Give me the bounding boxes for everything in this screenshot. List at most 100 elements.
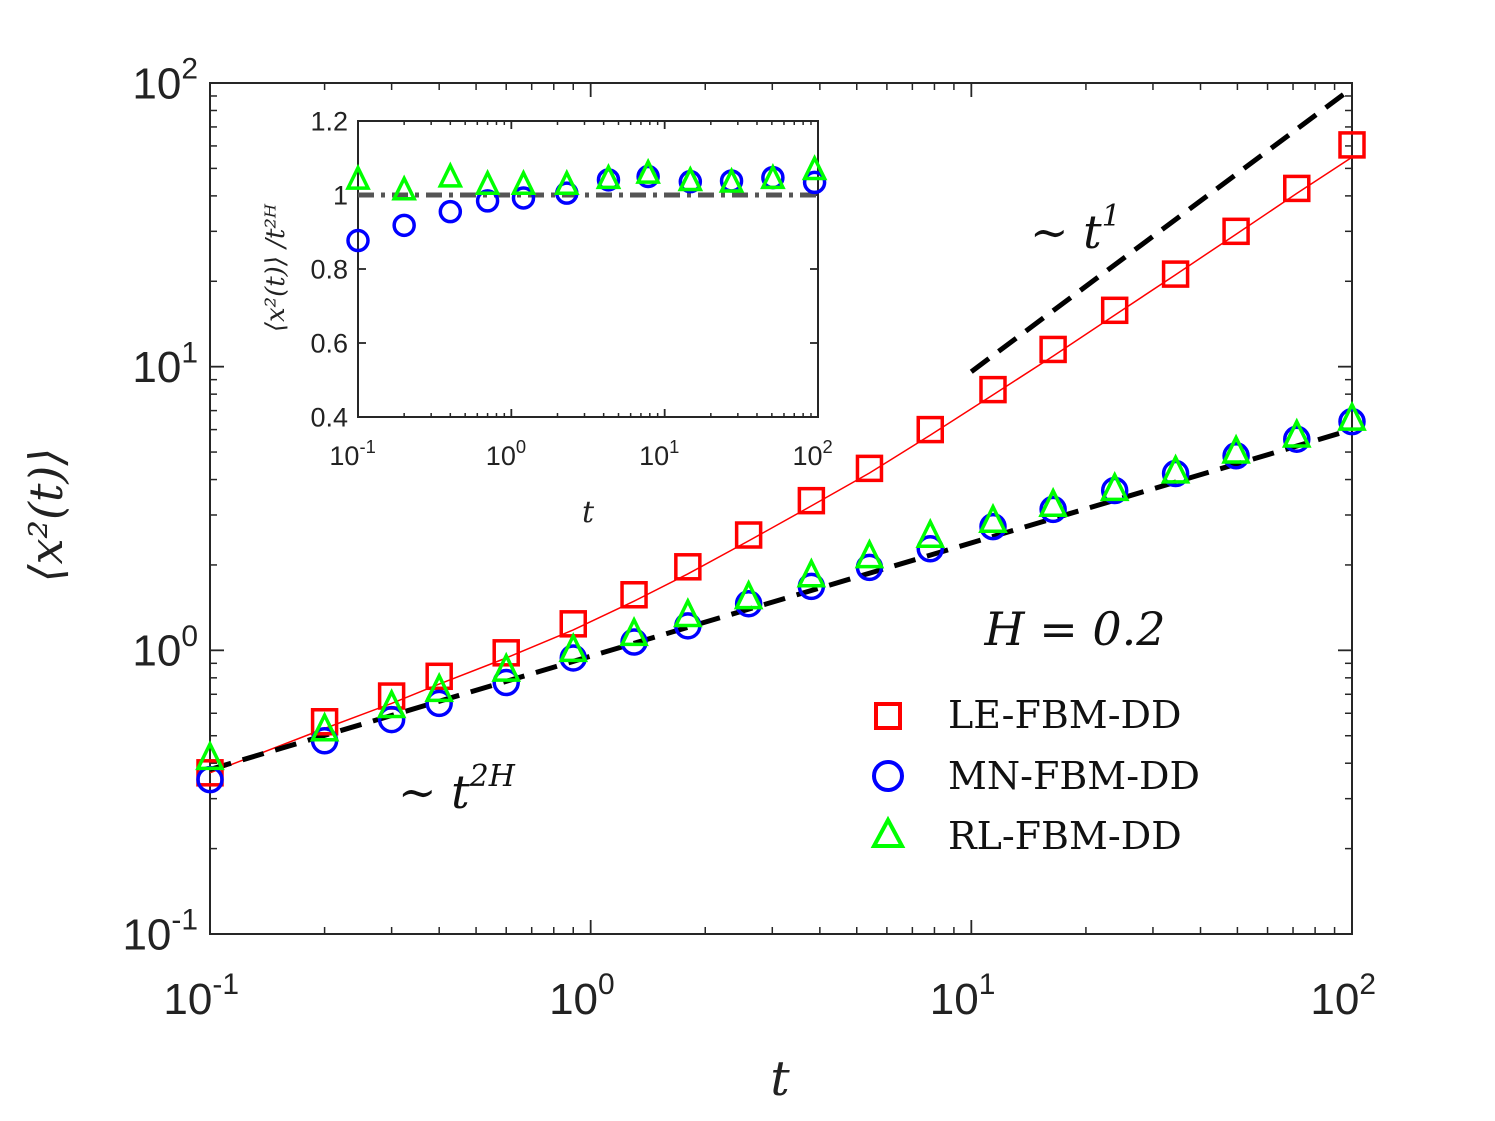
x-tick-label: 100 <box>486 436 526 471</box>
legend-label-rl-fbm-dd: RL-FBM-DD <box>948 814 1182 858</box>
slope-t2h-exponent: 2H <box>469 759 516 794</box>
data-point-triangle <box>195 740 225 771</box>
x-tick-label: 102 <box>1310 968 1376 1024</box>
data-point-circle <box>1222 442 1250 470</box>
inset-plot: 10-1 100 101 102 0.4 0.6 0.8 1 1.2 t ⟨x²(t)⟩ /t²… <box>261 106 833 530</box>
data-point-triangle <box>619 615 649 647</box>
data-point-square <box>1222 217 1250 246</box>
data-point-square <box>797 486 826 515</box>
data-point-circle <box>1039 495 1067 524</box>
data-point-circle <box>492 668 520 697</box>
legend: LE-FBM-DD MN-FBM-DD RL-FBM-DD <box>870 693 1200 858</box>
data-point-square <box>425 662 453 691</box>
y-tick-label: 10-1 <box>122 904 198 960</box>
data-point-square <box>674 553 702 581</box>
y-tick-label: 100 <box>132 620 198 676</box>
y-tick-label: 0.8 <box>310 254 348 284</box>
data-point-square <box>1283 174 1311 203</box>
data-point-square <box>1338 131 1366 159</box>
legend-square-marker <box>874 702 902 730</box>
data-point-circle <box>438 199 463 224</box>
main-lines <box>209 85 1354 774</box>
slope-t2h-annotation: ∼ t2H <box>398 759 516 819</box>
data-point-triangle <box>673 597 703 628</box>
x-tick-label: 101 <box>930 968 996 1024</box>
line-le-fbm-dd-fit <box>209 156 1353 774</box>
y-tick-label: 102 <box>132 53 198 109</box>
data-point-triangle <box>760 163 786 190</box>
data-point-triangle <box>491 651 522 682</box>
x-tick-label: 10-1 <box>163 968 239 1024</box>
data-point-triangle <box>553 168 580 195</box>
data-point-circle <box>1338 407 1366 436</box>
slope-t1-annotation: ∼ t1 <box>1030 199 1121 259</box>
data-point-square <box>196 759 224 787</box>
legend-triangle-marker <box>870 815 906 848</box>
data-point-circle <box>425 689 453 718</box>
main-tick-labels: 10-1 100 101 102 10-1 100 101 102 <box>122 53 1376 1024</box>
data-point-triangle <box>1221 433 1251 464</box>
x-tick-label: 10-1 <box>329 436 375 471</box>
data-point-triangle <box>915 517 946 548</box>
y-tick-label: 101 <box>132 336 198 392</box>
line-slope-1 <box>969 85 1354 374</box>
data-point-circle <box>377 705 406 734</box>
data-point-triangle <box>796 557 827 588</box>
inset-y-axis-label: ⟨x²(t)⟩ /t²ᴴ <box>261 203 291 332</box>
data-point-circle <box>802 170 827 195</box>
data-point-triangle <box>1038 486 1068 517</box>
data-point-circle <box>916 535 945 563</box>
data-point-triangle <box>1160 453 1191 484</box>
data-point-square <box>1161 260 1190 288</box>
inset-markers <box>345 154 828 253</box>
data-point-triangle <box>635 157 661 184</box>
data-point-circle <box>475 189 500 213</box>
legend-label-mn-fbm-dd: MN-FBM-DD <box>948 754 1200 798</box>
data-point-square <box>916 415 945 444</box>
data-point-square <box>1100 296 1129 325</box>
data-point-square <box>734 521 763 549</box>
data-point-triangle <box>309 711 340 742</box>
data-point-square <box>620 581 648 609</box>
series-le-fbm-dd <box>196 131 1366 787</box>
data-point-circle <box>1283 425 1311 453</box>
data-point-circle <box>392 213 416 238</box>
data-point-triangle <box>1099 470 1130 502</box>
data-point-triangle <box>801 154 828 181</box>
data-point-triangle <box>510 168 537 195</box>
data-point-triangle <box>437 161 464 188</box>
data-point-triangle <box>376 688 407 719</box>
data-point-triangle <box>424 671 454 703</box>
data-point-square <box>855 454 884 483</box>
main-markers <box>195 131 1367 794</box>
data-point-triangle <box>345 163 371 190</box>
data-point-circle <box>511 186 536 210</box>
legend-label-le-fbm-dd: LE-FBM-DD <box>948 693 1182 737</box>
slope-t1-text: ∼ t <box>1030 205 1102 259</box>
slope-t2h-text: ∼ t <box>398 765 470 819</box>
data-point-triangle <box>391 174 417 201</box>
inset-x-axis-label: t <box>582 495 595 530</box>
y-tick-label: 1 <box>333 180 348 210</box>
main-tick-marks <box>209 82 1353 935</box>
h-parameter-label: H = 0.2 <box>983 602 1165 656</box>
data-point-triangle <box>595 163 622 190</box>
main-x-axis-label: t <box>770 1051 790 1107</box>
x-tick-label: 102 <box>792 436 832 471</box>
series-rl-fbm-dd <box>195 400 1367 771</box>
data-point-circle <box>346 228 370 253</box>
data-point-triangle <box>1281 417 1312 448</box>
data-point-triangle <box>677 165 704 192</box>
data-point-circle <box>1161 459 1190 488</box>
y-tick-label: 0.4 <box>310 402 348 432</box>
data-point-triangle <box>718 166 745 193</box>
legend-circle-marker <box>872 760 904 792</box>
data-point-triangle <box>733 579 764 610</box>
data-point-square <box>1039 335 1067 364</box>
y-tick-label: 1.2 <box>310 106 348 136</box>
data-point-square <box>979 375 1007 404</box>
data-point-circle <box>636 164 660 189</box>
data-point-triangle <box>978 502 1008 533</box>
data-point-triangle <box>558 631 589 663</box>
